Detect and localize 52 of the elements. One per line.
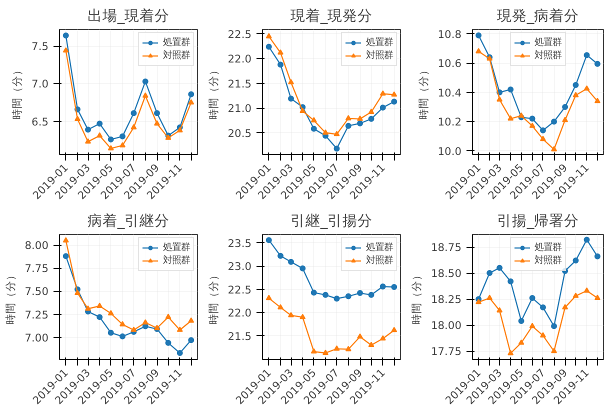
chart-title: 病着_引継分 bbox=[87, 212, 170, 230]
legend-label: 処置群 bbox=[163, 241, 190, 254]
legend-label: 処置群 bbox=[163, 36, 190, 49]
legend-label: 対照群 bbox=[534, 49, 562, 62]
y-axis-title: 時間（分） bbox=[416, 64, 430, 120]
y-tick-label: 10.8 bbox=[438, 28, 462, 41]
y-tick-label: 18.75 bbox=[430, 241, 462, 254]
chart-title: 引継_引揚分 bbox=[290, 212, 373, 230]
y-tick-label: 10.6 bbox=[438, 57, 462, 70]
y-tick-label: 22.0 bbox=[228, 52, 252, 66]
y-axis-title: 時間（分） bbox=[10, 64, 24, 120]
chart-title: 引揚_帰署分 bbox=[496, 212, 580, 230]
y-axis-title: 時間（分） bbox=[410, 270, 423, 324]
y-tick-label: 22.5 bbox=[228, 28, 252, 41]
y-tick-label: 21.5 bbox=[228, 77, 252, 90]
legend-label: 処置群 bbox=[366, 241, 393, 254]
y-tick-label: 7.00 bbox=[24, 331, 49, 344]
y-tick-label: 6.5 bbox=[32, 115, 49, 128]
y-axis-title: 時間（分） bbox=[206, 270, 220, 324]
legend-label: 処置群 bbox=[366, 36, 393, 49]
y-tick-label: 23.5 bbox=[228, 236, 252, 250]
chart-title: 現発_病着分 bbox=[496, 8, 580, 24]
y-tick-label: 17.75 bbox=[430, 345, 462, 358]
legend-label: 処置群 bbox=[534, 241, 562, 254]
y-tick-label: 10.4 bbox=[438, 86, 462, 100]
legend-label: 処置群 bbox=[534, 36, 562, 49]
y-tick-label: 7.25 bbox=[24, 308, 49, 322]
y-tick-label: 7.75 bbox=[24, 262, 49, 276]
legend-label: 対照群 bbox=[163, 49, 190, 62]
legend-label: 対照群 bbox=[163, 254, 190, 267]
legend-label: 対照群 bbox=[366, 254, 393, 267]
legend-label: 対照群 bbox=[366, 49, 393, 62]
y-axis-title: 時間（分） bbox=[206, 64, 220, 120]
y-tick-label: 23.0 bbox=[228, 260, 252, 274]
y-tick-label: 10.2 bbox=[438, 116, 462, 129]
y-axis-title: 時間（分） bbox=[4, 270, 17, 324]
y-tick-label: 18.25 bbox=[430, 293, 462, 306]
y-tick-label: 22.0 bbox=[228, 306, 252, 320]
legend-label: 対照群 bbox=[534, 254, 562, 267]
y-tick-label: 21.0 bbox=[228, 102, 252, 116]
y-tick-label: 8.00 bbox=[24, 239, 49, 252]
y-tick-label: 20.5 bbox=[228, 126, 252, 140]
chart-title: 現着_現発分 bbox=[290, 8, 373, 24]
chart-title: 出場_現着分 bbox=[87, 8, 170, 24]
y-tick-label: 18.00 bbox=[430, 319, 462, 332]
y-tick-label: 7.5 bbox=[32, 40, 49, 54]
y-tick-label: 18.50 bbox=[430, 267, 462, 280]
y-tick-label: 10.0 bbox=[438, 144, 462, 158]
y-tick-label: 21.5 bbox=[228, 330, 252, 343]
y-tick-label: 7.50 bbox=[24, 285, 49, 298]
y-tick-label: 7.0 bbox=[32, 78, 49, 91]
y-tick-label: 22.5 bbox=[228, 283, 252, 296]
